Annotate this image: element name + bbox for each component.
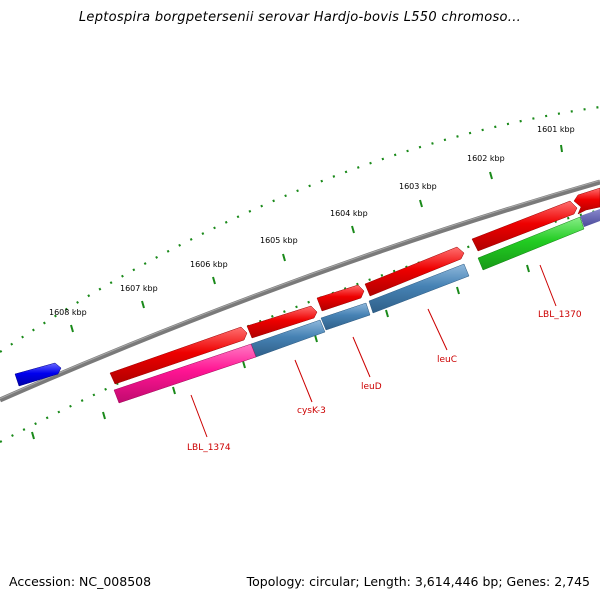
kbp-label-1602: 1602 kbp <box>467 154 505 163</box>
gene-arrow-purple[interactable] <box>580 209 600 227</box>
topology-summary: Topology: circular; Length: 3,614,446 bp… <box>246 574 590 589</box>
kbp-label-1605: 1605 kbp <box>260 236 298 245</box>
gene-arrow-red[interactable] <box>573 187 600 215</box>
inner-tick <box>314 334 318 343</box>
kbp-tick-1608 <box>70 324 74 333</box>
kbp-label-1604: 1604 kbp <box>330 209 368 218</box>
kbp-tick-1603 <box>419 199 423 208</box>
leader-leud <box>352 336 371 378</box>
leader-lbl-1370 <box>539 264 557 307</box>
kbp-tick-1606 <box>212 276 216 285</box>
genome-backbone-highlight <box>0 180 600 399</box>
inner-tick <box>456 286 460 295</box>
gene-arrow-steel-leuc[interactable] <box>368 263 470 314</box>
accession-label: Accession: NC_008508 <box>9 574 152 589</box>
kbp-label-1603: 1603 kbp <box>399 182 437 191</box>
inner-tick <box>172 386 176 395</box>
gene-arrow-red[interactable] <box>109 326 248 385</box>
leader-cysk3 <box>294 359 313 403</box>
gene-arrow-steel-leud[interactable] <box>320 302 371 331</box>
map-title: Leptospira borgpetersenii serovar Hardjo… <box>78 10 522 25</box>
kbp-label-1601: 1601 kbp <box>537 125 575 134</box>
kbp-label-1606: 1606 kbp <box>190 260 228 269</box>
kbp-tick-1607 <box>141 300 145 309</box>
gene-arrow-green-lbl-1370[interactable] <box>477 216 585 271</box>
kbp-tick-1601 <box>560 144 563 153</box>
gene-label-lbl-1370[interactable]: LBL_1370 <box>538 310 582 320</box>
gene-label-leaders <box>190 264 557 438</box>
gene-label-lbl-1374[interactable]: LBL_1374 <box>187 443 231 453</box>
forward-strand <box>109 187 600 385</box>
kbp-label-1608: 1608 kbp <box>49 308 87 317</box>
gene-label-leud[interactable]: leuD <box>361 382 382 392</box>
kbp-label-1607: 1607 kbp <box>120 284 158 293</box>
gene-arrow-red[interactable] <box>364 246 465 297</box>
gene-label-cysk3[interactable]: cysK-3 <box>297 406 326 416</box>
gene-arrow-red[interactable] <box>471 200 578 252</box>
gene-arrow-blue[interactable] <box>14 362 62 387</box>
gene-arrow-red[interactable] <box>246 305 318 339</box>
gene-label-leuc[interactable]: leuC <box>437 355 457 365</box>
inner-tick <box>31 431 35 440</box>
leader-lbl-1374 <box>190 394 208 438</box>
leader-leuc <box>427 308 448 351</box>
kbp-tick-1602 <box>489 171 493 180</box>
kbp-tick-1604 <box>351 225 355 234</box>
kbp-tick-1605 <box>282 253 286 262</box>
inner-ruler <box>0 208 600 443</box>
inner-tick <box>385 309 389 318</box>
genome-backbone <box>0 179 600 403</box>
outer-ruler: 1601 kbp 1602 kbp 1603 kbp 1604 kbp 1605… <box>0 105 600 353</box>
inner-tick <box>526 264 530 273</box>
reverse-strand <box>113 209 600 404</box>
inner-tick <box>242 360 246 369</box>
gene-arrow-pink-lbl-1374[interactable] <box>113 343 257 404</box>
gene-arrow-red[interactable] <box>316 284 365 312</box>
inner-tick <box>102 411 106 420</box>
